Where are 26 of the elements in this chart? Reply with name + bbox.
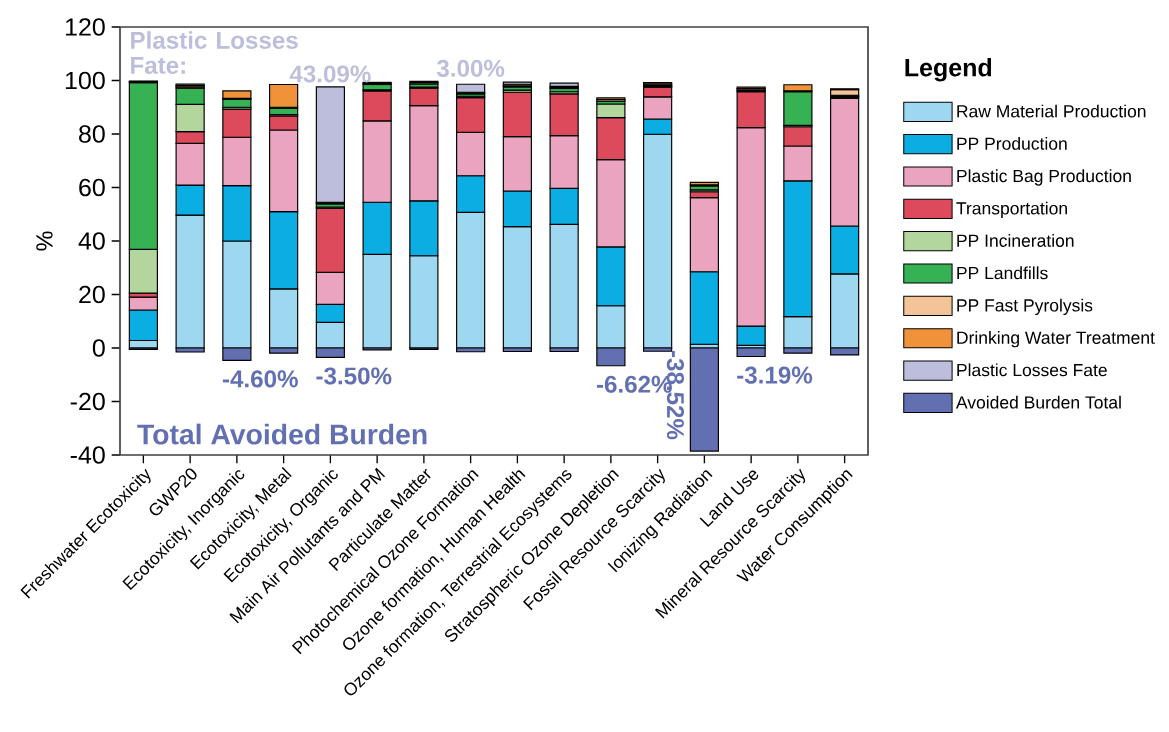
y-tick-label: -20 xyxy=(70,392,105,411)
y-tick-label: 60 xyxy=(79,178,105,197)
annotation: Total Avoided Burden xyxy=(137,423,427,445)
annotation: -3.50% xyxy=(316,367,392,385)
y-tick-label: 20 xyxy=(79,285,105,304)
annotation: 3.00% xyxy=(436,59,505,77)
legend-label: Avoided Burden Total xyxy=(955,395,1121,409)
y-tick-label: 40 xyxy=(78,232,105,250)
y-tick-label: 100 xyxy=(65,71,105,90)
y-axis-title: % xyxy=(36,231,53,251)
legend-label: Raw Material Production xyxy=(957,104,1146,118)
legend-label: PP Landfills xyxy=(957,266,1048,280)
legend-label: Plastic Losses Fate xyxy=(957,363,1107,377)
legend-title: Legend xyxy=(905,58,992,82)
legend-label: PP Incineration xyxy=(957,234,1074,247)
legend-label: Transportation xyxy=(956,201,1067,218)
legend-label: Plastic Bag Production xyxy=(957,169,1131,186)
annotation: -3.19% xyxy=(737,366,813,384)
legend-label: Drinking Water Treatment xyxy=(957,331,1155,348)
legend-label: PP Fast Pyrolysis xyxy=(957,298,1093,316)
y-tick-label: 80 xyxy=(79,125,105,143)
annotation: -4.60% xyxy=(222,370,298,388)
y-tick-label: -40 xyxy=(70,446,105,464)
legend-label: PP Production xyxy=(957,136,1067,150)
y-tick-label: 0 xyxy=(92,339,105,357)
y-tick-label: 120 xyxy=(65,18,105,36)
